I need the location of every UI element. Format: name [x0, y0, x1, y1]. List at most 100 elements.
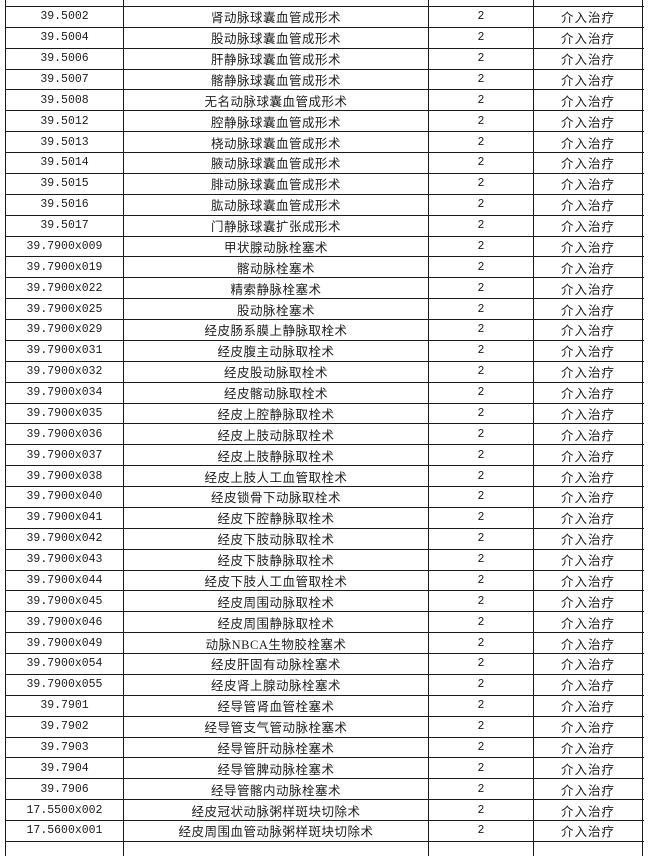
table-row: 39.5016 肱动脉球囊血管成形术 2 介入治疗: [6, 194, 644, 216]
category-cell: 介入治疗: [534, 612, 643, 633]
category-cell: 介入治疗: [534, 6, 643, 27]
category-cell: 介入治疗: [534, 633, 643, 653]
table-row: 39.5007 髂静脉球囊血管成形术 2 介入治疗: [6, 69, 644, 91]
procedure-name-cell: 肾动脉球囊血管成形术: [124, 6, 429, 27]
table-row: 39.7900x049 动脉NBCA生物胶栓塞术 2 介入治疗: [6, 633, 644, 654]
code-cell: 39.5016: [6, 194, 124, 215]
procedure-name-cell: 经皮髂动脉取栓术: [124, 382, 429, 403]
category-cell: 介入治疗: [534, 528, 643, 549]
code-cell: 39.7900x041: [6, 507, 124, 528]
procedure-name-cell: 经皮下腔静脉取栓术: [124, 507, 429, 528]
procedure-name-cell: 髂动脉栓塞术: [124, 257, 429, 278]
count-cell: 2: [429, 654, 534, 674]
table-row: 39.5015 腓动脉球囊血管成形术 2 介入治疗: [6, 173, 644, 195]
count-cell: 2: [429, 612, 534, 633]
category-cell: 介入治疗: [534, 173, 643, 194]
category-cell: 介入治疗: [534, 236, 643, 257]
code-cell: 39.7900x035: [6, 403, 124, 424]
count-cell: 2: [429, 90, 534, 111]
table-row: 39.7900x046 经皮周围静脉取栓术 2 介入治疗: [6, 612, 644, 634]
table-row: 39.7900x022 精索静脉栓塞术 2 介入治疗: [6, 278, 644, 300]
code-cell: 39.7900x022: [6, 278, 124, 299]
category-cell: 介入治疗: [534, 361, 643, 382]
procedure-name-cell: 股动脉栓塞术: [124, 299, 429, 319]
code-cell: 39.5014: [6, 153, 124, 173]
count-cell: 2: [429, 424, 534, 445]
count-cell: 2: [429, 382, 534, 403]
procedure-name-cell: 经皮锁骨下动脉取栓术: [124, 487, 429, 507]
procedure-name-cell: 无名动脉球囊血管成形术: [124, 90, 429, 111]
category-cell: 介入治疗: [534, 257, 643, 278]
code-cell: 39.7900x036: [6, 424, 124, 445]
table-row: 39.5012 腔静脉球囊血管成形术 2 介入治疗: [6, 111, 644, 133]
count-cell: 2: [429, 340, 534, 361]
count-cell: 2: [429, 153, 534, 173]
count-cell: 2: [429, 821, 534, 841]
category-cell: 介入治疗: [534, 445, 643, 466]
code-cell: 39.7900x032: [6, 361, 124, 382]
code-cell: 39.7900x009: [6, 236, 124, 257]
table-row: 39.7902 经导管支气管动脉栓塞术 2 介入治疗: [6, 716, 644, 738]
category-cell: 介入治疗: [534, 821, 643, 841]
procedure-name-cell: 腓动脉球囊血管成形术: [124, 173, 429, 194]
table-row: 39.7900x054 经皮肝固有动脉栓塞术 2 介入治疗: [6, 654, 644, 675]
code-cell: 39.7904: [6, 758, 124, 779]
procedure-name-cell: 精索静脉栓塞术: [124, 278, 429, 299]
category-cell: 介入治疗: [534, 132, 643, 152]
code-cell: 39.7900x031: [6, 340, 124, 361]
table-row: 39.7900x045 经皮周围动脉取栓术 2 介入治疗: [6, 591, 644, 613]
count-cell: 2: [429, 299, 534, 319]
table-row: 39.7901 经导管肾血管栓塞术 2 介入治疗: [6, 695, 644, 717]
code-cell: 39.7900x040: [6, 487, 124, 507]
cutoff-row: [6, 0, 644, 7]
table-row: 39.7900x034 经皮髂动脉取栓术 2 介入治疗: [6, 382, 644, 404]
category-cell: [534, 0, 643, 6]
table-row: 39.7900x025 股动脉栓塞术 2 介入治疗: [6, 299, 644, 320]
count-cell: 2: [429, 194, 534, 215]
category-cell: 介入治疗: [534, 111, 643, 132]
procedure-name-cell: 经导管髂内动脉栓塞术: [124, 779, 429, 800]
category-cell: 介入治疗: [534, 424, 643, 445]
count-cell: 2: [429, 800, 534, 820]
procedure-name-cell: 经导管支气管动脉栓塞术: [124, 716, 429, 737]
category-cell: 介入治疗: [534, 737, 643, 758]
category-cell: 介入治疗: [534, 403, 643, 424]
category-cell: 介入治疗: [534, 654, 643, 674]
count-cell: 2: [429, 716, 534, 737]
table-row: 39.5004 股动脉球囊血管成形术 2 介入治疗: [6, 27, 644, 49]
procedure-name-cell: 经皮周围静脉取栓术: [124, 612, 429, 633]
category-cell: 介入治疗: [534, 779, 643, 800]
table-row: 39.7904 经导管脾动脉栓塞术 2 介入治疗: [6, 758, 644, 780]
count-cell: 2: [429, 111, 534, 132]
category-cell: 介入治疗: [534, 800, 643, 820]
code-cell: 39.7900x025: [6, 299, 124, 319]
procedure-name-cell: 经皮上肢动脉取栓术: [124, 424, 429, 445]
table-row: 39.7900x040 经皮锁骨下动脉取栓术 2 介入治疗: [6, 487, 644, 508]
procedure-name-cell: 经皮肾上腺动脉栓塞术: [124, 674, 429, 695]
code-cell: 39.5007: [6, 69, 124, 90]
table-row: 39.7900x042 经皮下肢动脉取栓术 2 介入治疗: [6, 528, 644, 550]
table-row: 17.5600x001 经皮周围血管动脉粥样斑块切除术 2 介入治疗: [6, 821, 644, 842]
code-cell: [6, 0, 124, 6]
category-cell: 介入治疗: [534, 153, 643, 173]
procedure-name-cell: 腔静脉球囊血管成形术: [124, 111, 429, 132]
cutoff-row: [6, 841, 644, 856]
code-cell: 39.7900x042: [6, 528, 124, 549]
category-cell: 介入治疗: [534, 549, 643, 570]
count-cell: 2: [429, 591, 534, 612]
table-row: 39.7900x041 经皮下腔静脉取栓术 2 介入治疗: [6, 507, 644, 529]
code-cell: 39.5006: [6, 48, 124, 69]
procedure-name-cell: 腋动脉球囊血管成形术: [124, 153, 429, 173]
category-cell: 介入治疗: [534, 215, 643, 236]
procedure-name-cell: 经皮上肢静脉取栓术: [124, 445, 429, 466]
code-cell: 39.5008: [6, 90, 124, 111]
count-cell: 2: [429, 528, 534, 549]
code-cell: 17.5500x002: [6, 800, 124, 820]
procedure-name-cell: 经皮周围动脉取栓术: [124, 591, 429, 612]
procedure-code-table: 39.5002 肾动脉球囊血管成形术 2 介入治疗 39.5004 股动脉球囊血管成形术 2…: [5, 0, 644, 856]
table-row: 39.7900x019 髂动脉栓塞术 2 介入治疗: [6, 257, 644, 279]
category-cell: 介入治疗: [534, 278, 643, 299]
procedure-name-cell: 肱动脉球囊血管成形术: [124, 194, 429, 215]
procedure-name-cell: 经皮股动脉取栓术: [124, 361, 429, 382]
procedure-name-cell: [124, 0, 429, 6]
